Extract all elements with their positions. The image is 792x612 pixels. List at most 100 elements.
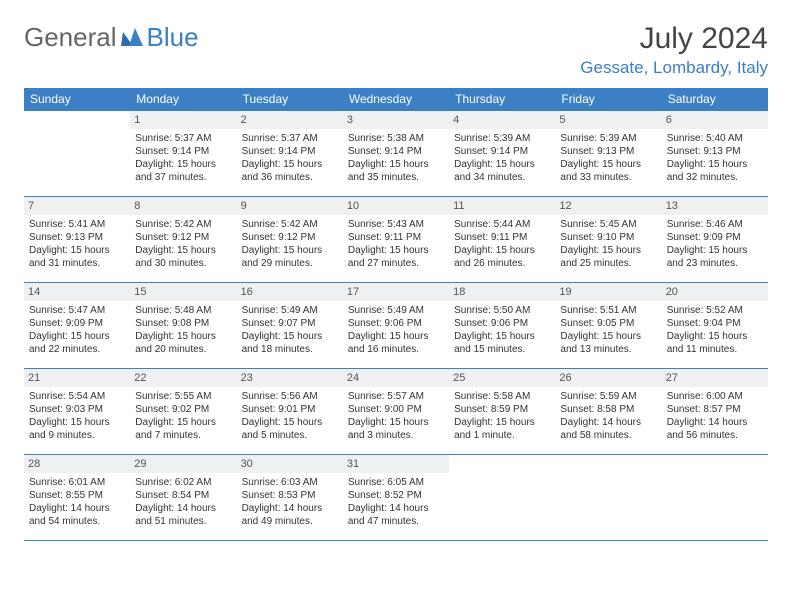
calendar-cell: 28Sunrise: 6:01 AMSunset: 8:55 PMDayligh… <box>24 455 130 541</box>
daylight-line: Daylight: 15 hours and 3 minutes. <box>348 416 444 442</box>
sunset-line: Sunset: 9:07 PM <box>242 317 338 330</box>
daylight-line: Daylight: 15 hours and 26 minutes. <box>454 244 550 270</box>
sunset-line: Sunset: 9:09 PM <box>667 231 763 244</box>
calendar-cell: 21 Sunrise: 5:54 AMSunset: 9:03 PMDayligh… <box>24 369 130 455</box>
sunrise-line: Sunrise: 5:49 AM <box>242 304 338 317</box>
day-number: 18 <box>449 283 555 301</box>
day-number: 21 <box>24 369 130 387</box>
day-number: 14 <box>24 283 130 301</box>
sunset-line: Sunset: 9:09 PM <box>29 317 125 330</box>
calendar-cell: 13Sunrise: 5:46 AMSunset: 9:09 PMDayligh… <box>662 197 768 283</box>
day-number: 10 <box>343 197 449 215</box>
calendar-cell: 4Sunrise: 5:39 AMSunset: 9:14 PMDaylight… <box>449 111 555 197</box>
calendar-cell: 10Sunrise: 5:43 AMSunset: 9:11 PMDayligh… <box>343 197 449 283</box>
sunset-line: Sunset: 9:14 PM <box>348 145 444 158</box>
calendar-cell: 2Sunrise: 5:37 AMSunset: 9:14 PMDaylight… <box>237 111 343 197</box>
daylight-line: Daylight: 15 hours and 15 minutes. <box>454 330 550 356</box>
day-number: 25 <box>449 369 555 387</box>
daylight-line: Daylight: 15 hours and 37 minutes. <box>135 158 231 184</box>
sunset-line: Sunset: 8:53 PM <box>242 489 338 502</box>
day-number: 24 <box>343 369 449 387</box>
sunrise-line: Sunrise: 6:02 AM <box>135 476 231 489</box>
calendar-cell-empty <box>555 455 661 541</box>
sunrise-line: Sunrise: 5:37 AM <box>242 132 338 145</box>
calendar-cell: 20Sunrise: 5:52 AMSunset: 9:04 PMDayligh… <box>662 283 768 369</box>
title-block: July 2024 Gessate, Lombardy, Italy <box>580 22 768 78</box>
day-number: 23 <box>237 369 343 387</box>
calendar-cell: 17Sunrise: 5:49 AMSunset: 9:06 PMDayligh… <box>343 283 449 369</box>
sunrise-line: Sunrise: 6:03 AM <box>242 476 338 489</box>
sunrise-line: Sunrise: 5:37 AM <box>135 132 231 145</box>
calendar-cell: 15Sunrise: 5:48 AMSunset: 9:08 PMDayligh… <box>130 283 236 369</box>
sunrise-line: Sunrise: 5:50 AM <box>454 304 550 317</box>
sunset-line: Sunset: 9:12 PM <box>242 231 338 244</box>
sunset-line: Sunset: 9:11 PM <box>454 231 550 244</box>
day-number: 30 <box>237 455 343 473</box>
calendar-cell: 19Sunrise: 5:51 AMSunset: 9:05 PMDayligh… <box>555 283 661 369</box>
daylight-line: Daylight: 15 hours and 1 minute. <box>454 416 550 442</box>
calendar-row: 21Sunrise: 5:54 AMSunset: 9:03 PMDayligh… <box>24 369 768 455</box>
daylight-line: Daylight: 15 hours and 9 minutes. <box>29 416 125 442</box>
sunrise-line: Sunrise: 5:39 AM <box>560 132 656 145</box>
day-number: 16 <box>237 283 343 301</box>
sunset-line: Sunset: 9:03 PM <box>29 403 125 416</box>
daylight-line: Daylight: 15 hours and 33 minutes. <box>560 158 656 184</box>
day-number: 28 <box>24 455 130 473</box>
sunset-line: Sunset: 8:55 PM <box>29 489 125 502</box>
sunrise-line: Sunrise: 6:00 AM <box>667 390 763 403</box>
daylight-line: Daylight: 15 hours and 30 minutes. <box>135 244 231 270</box>
day-header: Wednesday <box>343 88 449 111</box>
sunset-line: Sunset: 9:12 PM <box>135 231 231 244</box>
calendar-cell: 3Sunrise: 5:38 AMSunset: 9:14 PMDaylight… <box>343 111 449 197</box>
day-header: Tuesday <box>237 88 343 111</box>
calendar-row: 1Sunrise: 5:37 AMSunset: 9:14 PMDaylight… <box>24 111 768 197</box>
sunrise-line: Sunrise: 5:54 AM <box>29 390 125 403</box>
day-header: Sunday <box>24 88 130 111</box>
calendar-cell-empty <box>24 111 130 197</box>
day-number: 17 <box>343 283 449 301</box>
sunrise-line: Sunrise: 5:48 AM <box>135 304 231 317</box>
day-number: 9 <box>237 197 343 215</box>
sunrise-line: Sunrise: 6:05 AM <box>348 476 444 489</box>
daylight-line: Daylight: 15 hours and 36 minutes. <box>242 158 338 184</box>
logo-text-blue: Blue <box>147 22 199 53</box>
calendar-cell: 26Sunrise: 5:59 AMSunset: 8:58 PMDayligh… <box>555 369 661 455</box>
sunset-line: Sunset: 9:06 PM <box>348 317 444 330</box>
sunset-line: Sunset: 9:13 PM <box>560 145 656 158</box>
calendar-cell: 31Sunrise: 6:05 AMSunset: 8:52 PMDayligh… <box>343 455 449 541</box>
sunset-line: Sunset: 8:54 PM <box>135 489 231 502</box>
daylight-line: Daylight: 14 hours and 49 minutes. <box>242 502 338 528</box>
sunrise-line: Sunrise: 5:45 AM <box>560 218 656 231</box>
sunrise-line: Sunrise: 5:42 AM <box>242 218 338 231</box>
daylight-line: Daylight: 14 hours and 51 minutes. <box>135 502 231 528</box>
calendar-cell: 23Sunrise: 5:56 AMSunset: 9:01 PMDayligh… <box>237 369 343 455</box>
sunset-line: Sunset: 9:13 PM <box>29 231 125 244</box>
calendar-cell: 1Sunrise: 5:37 AMSunset: 9:14 PMDaylight… <box>130 111 236 197</box>
daylight-line: Daylight: 15 hours and 22 minutes. <box>29 330 125 356</box>
sunset-line: Sunset: 9:10 PM <box>560 231 656 244</box>
daylight-line: Daylight: 15 hours and 27 minutes. <box>348 244 444 270</box>
calendar-cell-empty <box>449 455 555 541</box>
sunset-line: Sunset: 9:01 PM <box>242 403 338 416</box>
sunrise-line: Sunrise: 5:56 AM <box>242 390 338 403</box>
calendar-cell: 16 Sunrise: 5:49 AMSunset: 9:07 PMDayligh… <box>237 283 343 369</box>
day-number: 31 <box>343 455 449 473</box>
day-header: Thursday <box>449 88 555 111</box>
daylight-line: Daylight: 15 hours and 34 minutes. <box>454 158 550 184</box>
day-number: 4 <box>449 111 555 129</box>
calendar-cell: 22Sunrise: 5:55 AMSunset: 9:02 PMDayligh… <box>130 369 236 455</box>
calendar-cell: 27Sunrise: 6:00 AMSunset: 8:57 PMDayligh… <box>662 369 768 455</box>
sunset-line: Sunset: 9:11 PM <box>348 231 444 244</box>
day-number: 26 <box>555 369 661 387</box>
daylight-line: Daylight: 14 hours and 47 minutes. <box>348 502 444 528</box>
location: Gessate, Lombardy, Italy <box>580 58 768 78</box>
daylight-line: Daylight: 15 hours and 13 minutes. <box>560 330 656 356</box>
sunset-line: Sunset: 9:06 PM <box>454 317 550 330</box>
sunrise-line: Sunrise: 5:49 AM <box>348 304 444 317</box>
logo-icon <box>121 22 143 53</box>
sunset-line: Sunset: 9:14 PM <box>242 145 338 158</box>
daylight-line: Daylight: 15 hours and 18 minutes. <box>242 330 338 356</box>
calendar-cell: 12Sunrise: 5:45 AMSunset: 9:10 PMDayligh… <box>555 197 661 283</box>
calendar-cell-empty <box>662 455 768 541</box>
header: General Blue July 2024 Gessate, Lombardy… <box>24 22 768 78</box>
